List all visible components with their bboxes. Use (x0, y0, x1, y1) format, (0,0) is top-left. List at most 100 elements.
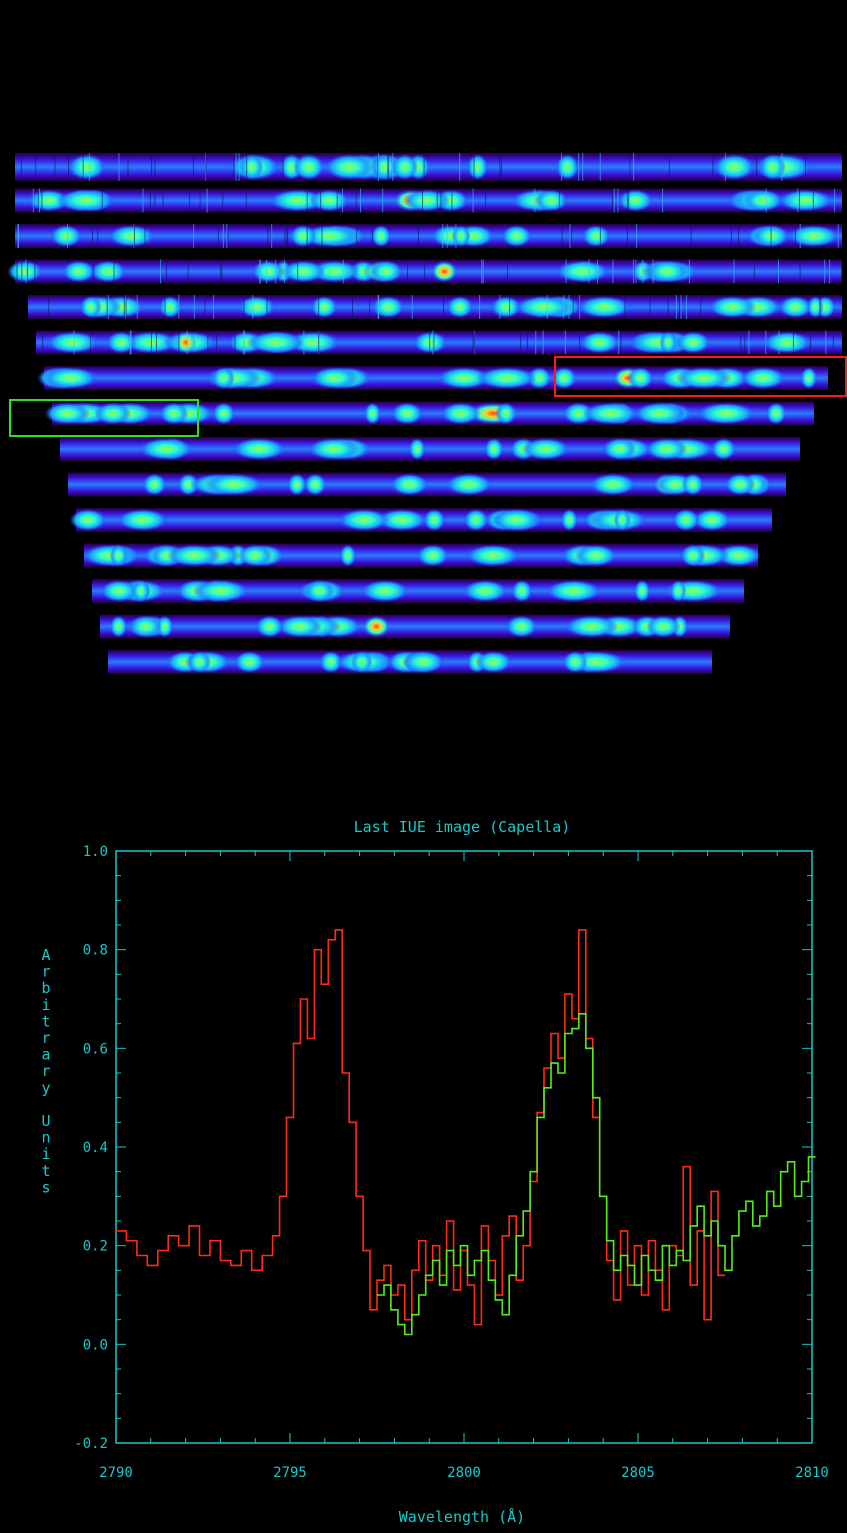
data-point (640, 1294, 643, 1296)
data-point (348, 1121, 350, 1123)
data-point (452, 1289, 455, 1291)
data-point (285, 1116, 288, 1118)
data-point (752, 1225, 754, 1227)
data-point (515, 1235, 517, 1237)
data-point (376, 1279, 378, 1281)
series-layer (115, 929, 816, 1336)
y-tick-label: 0.4 (83, 1140, 108, 1156)
x-tick-label: 2800 (447, 1465, 481, 1481)
data-point (418, 1294, 420, 1296)
x-tick-label: 2805 (621, 1465, 655, 1481)
y-tick-label: 0.8 (83, 943, 108, 959)
green-highlight-box (9, 399, 199, 437)
data-point (543, 1067, 545, 1069)
data-point (219, 1259, 221, 1262)
data-point (306, 1037, 308, 1040)
data-point (167, 1235, 169, 1237)
data-point (508, 1274, 510, 1276)
echelle-order (36, 330, 842, 355)
echelle-order (108, 650, 712, 674)
data-point (272, 1235, 274, 1237)
x-tick-label: 2795 (273, 1465, 307, 1481)
echelle-order (82, 543, 761, 568)
x-tick-label: 2810 (795, 1465, 829, 1481)
data-point (696, 1230, 698, 1232)
y-tick-label: 0.6 (83, 1041, 108, 1057)
data-point (334, 929, 336, 931)
data-point (355, 1195, 357, 1197)
data-point (418, 1240, 420, 1242)
data-point (230, 1264, 232, 1266)
data-point (390, 1309, 392, 1311)
data-point (188, 1225, 190, 1227)
data-point (724, 1269, 726, 1271)
data-point (136, 1254, 138, 1257)
data-point (780, 1171, 782, 1173)
data-point (738, 1210, 740, 1212)
data-point (787, 1161, 789, 1163)
x-tick-label: 2790 (99, 1465, 133, 1481)
echelle-order (44, 401, 814, 426)
data-point (383, 1284, 385, 1286)
data-point (592, 1116, 594, 1118)
y-tick-label: 0.2 (83, 1239, 108, 1255)
chart-title: Last IUE image (Capella) (354, 818, 571, 836)
data-point (613, 1299, 615, 1301)
data-point (773, 1205, 775, 1207)
data-point (313, 949, 315, 951)
data-point (501, 1235, 503, 1237)
data-point (473, 1259, 476, 1262)
data-point (452, 1264, 455, 1266)
data-point (606, 1259, 608, 1262)
data-point (682, 1259, 684, 1262)
echelle-order (15, 224, 842, 248)
data-point (536, 1111, 538, 1114)
data-point (654, 1279, 657, 1281)
data-point (807, 1156, 810, 1158)
data-point (550, 1032, 552, 1035)
data-point (661, 1245, 663, 1247)
data-point (571, 1018, 573, 1020)
data-point (557, 1072, 559, 1074)
data-point (745, 1200, 747, 1202)
series-red-line (116, 929, 725, 1326)
data-point (404, 1333, 406, 1336)
data-point (178, 1245, 180, 1247)
data-point (613, 1269, 615, 1271)
data-point (146, 1264, 148, 1266)
data-point (278, 1195, 281, 1197)
data-point (240, 1250, 242, 1252)
data-point (578, 929, 580, 931)
data-point (397, 1284, 399, 1286)
data-point (411, 1269, 413, 1271)
data-point (320, 983, 322, 985)
data-point (633, 1284, 636, 1286)
data-point (383, 1264, 385, 1266)
y-tick-label: -0.2 (74, 1436, 108, 1452)
data-point (675, 1250, 677, 1252)
data-point (369, 1309, 371, 1311)
data-point (633, 1245, 636, 1247)
data-point (529, 1171, 531, 1173)
echelle-order (28, 295, 842, 319)
echelle-order (100, 614, 730, 639)
data-point (522, 1210, 524, 1212)
data-point (620, 1254, 622, 1257)
y-tick-label: 1.0 (83, 844, 108, 860)
data-point (571, 1028, 573, 1030)
data-point (487, 1279, 489, 1281)
data-point (209, 1240, 211, 1242)
axis-ticks: 2790 2795 2800 2805 2810 -0.2 0.0 0.2 0.4 0.6 0.8 1… (74, 844, 829, 1481)
data-point (125, 1240, 128, 1242)
x-axis-label: Wavelength (Å) (399, 1507, 525, 1526)
data-point (557, 1057, 559, 1059)
data-point (647, 1269, 650, 1271)
echelle-spectrum-image (7, 153, 847, 674)
data-point (425, 1274, 427, 1276)
data-point (564, 993, 566, 995)
data-point (459, 1245, 462, 1247)
data-point (292, 1042, 295, 1044)
echelle-order (69, 508, 772, 532)
